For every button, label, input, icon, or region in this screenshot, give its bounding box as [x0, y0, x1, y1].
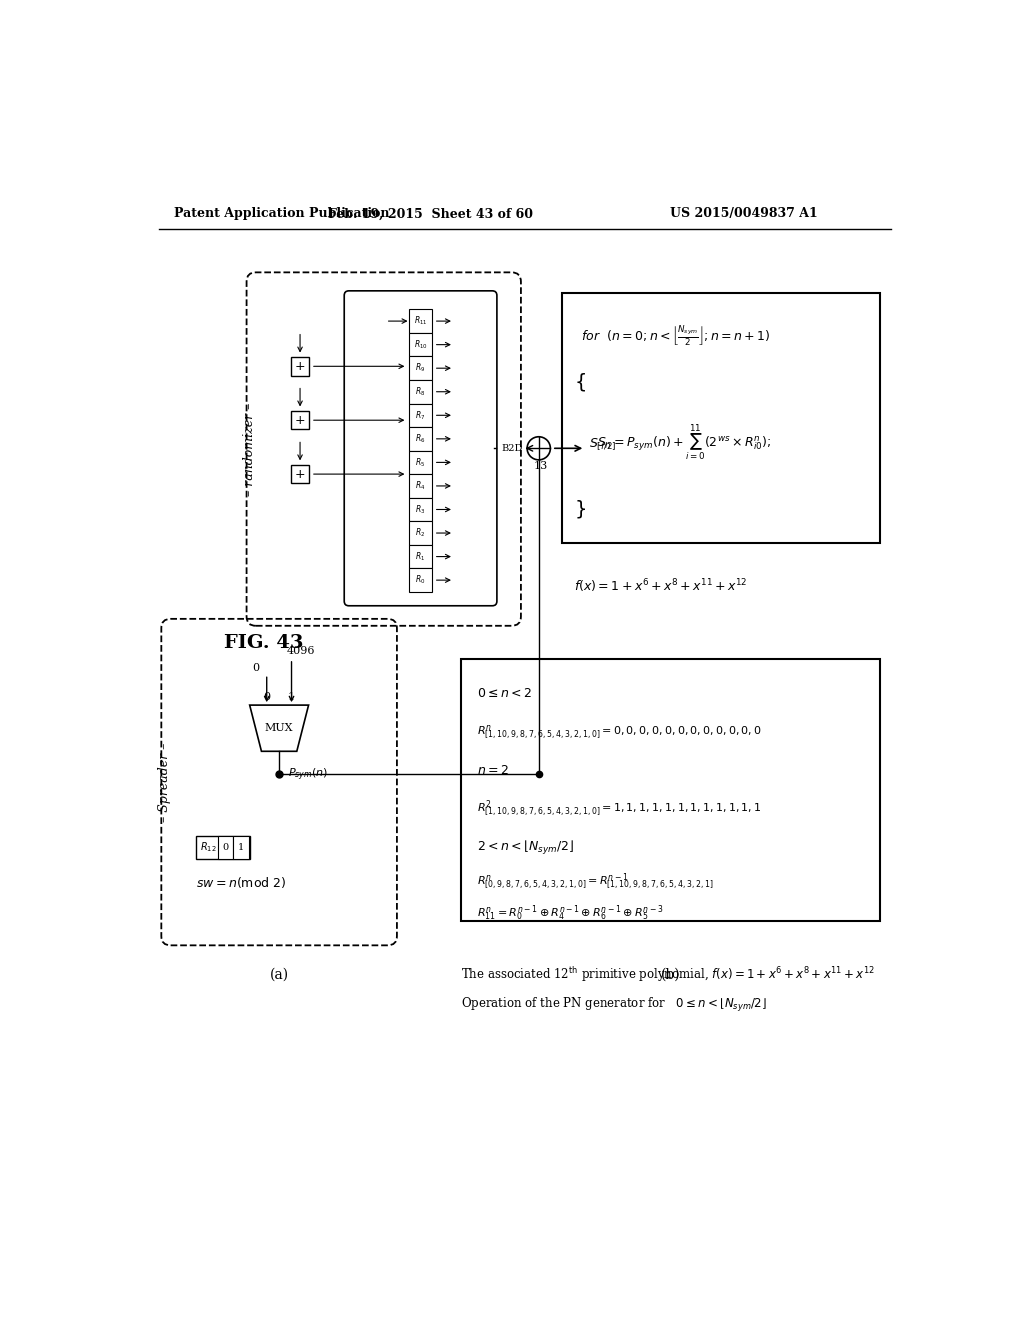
Bar [409, 333, 432, 356]
Text: 13: 13 [534, 461, 548, 471]
Text: $S_{[f/2]}$: $S_{[f/2]}$ [589, 437, 616, 453]
Bar [197, 836, 251, 859]
Bar [409, 428, 432, 450]
Text: The associated 12$^{\rm th}$ primitive polynomial, $f(x)=1+x^6+x^8+x^{11}+x^{12}: The associated 12$^{\rm th}$ primitive p… [461, 965, 876, 983]
Text: – randomizer –: – randomizer – [243, 403, 256, 496]
Bar [409, 545, 432, 569]
Text: $R^n_{[0,9,8,7,6,5,4,3,2,1,0]}=R^{n-1}_{[1,10,9,8,7,6,5,4,3,2,1]}$: $R^n_{[0,9,8,7,6,5,4,3,2,1,0]}=R^{n-1}_{… [477, 873, 714, 892]
Text: $R^n_{11}=R^{n-1}_0\oplus R^{n-1}_4\oplus R^{n-1}_6\oplus R^{n-3}_5$: $R^n_{11}=R^{n-1}_0\oplus R^{n-1}_4\oplu… [477, 903, 664, 923]
Bar [409, 356, 432, 380]
Bar [409, 474, 432, 498]
Text: $sw = n(\mathrm{mod}\ 2)$: $sw = n(\mathrm{mod}\ 2)$ [197, 875, 287, 890]
Text: (a): (a) [269, 968, 289, 982]
Text: $R^2_{[1,10,9,8,7,6,5,4,3,2,1,0]}=1,1,1,1,1,1,1,1,1,1,1,1$: $R^2_{[1,10,9,8,7,6,5,4,3,2,1,0]}=1,1,1,… [477, 799, 762, 820]
Bar [218, 836, 233, 859]
Text: 0: 0 [222, 843, 228, 851]
Text: $\{$: $\{$ [573, 371, 586, 393]
Text: $R_8$: $R_8$ [416, 385, 426, 399]
Text: $\}$: $\}$ [573, 498, 586, 520]
Bar [291, 411, 309, 429]
Text: +: + [295, 360, 305, 372]
FancyBboxPatch shape [344, 290, 497, 606]
Text: Operation of the PN generator for  $\ 0\leq n<\lfloor N_{sym}/2\rfloor$: Operation of the PN generator for $\ 0\l… [461, 997, 767, 1014]
Text: $\mathit{for}\ \ (n=0;n<\left\lfloor\frac{N_{sym}}{2}\right\rfloor;n=n+1)$: $\mathit{for}\ \ (n=0;n<\left\lfloor\fra… [582, 323, 771, 348]
Text: 4096: 4096 [287, 647, 315, 656]
Text: FIG. 43: FIG. 43 [224, 635, 303, 652]
Bar [233, 836, 249, 859]
Text: 1: 1 [288, 693, 295, 702]
Text: +: + [295, 413, 305, 426]
Text: B2D: B2D [501, 444, 522, 453]
Text: $R_6$: $R_6$ [416, 433, 426, 445]
Text: $R_{10}$: $R_{10}$ [414, 338, 427, 351]
Bar [291, 358, 309, 376]
Bar [562, 293, 880, 544]
Circle shape [527, 437, 550, 459]
Bar [409, 521, 432, 545]
Text: $R_{12}$: $R_{12}$ [200, 841, 217, 854]
Text: Feb. 19, 2015  Sheet 43 of 60: Feb. 19, 2015 Sheet 43 of 60 [328, 207, 532, 220]
Text: $S_n=P_{sym}(n)+\sum_{i=0}^{11}(2^{ws}\times R_{i0}^n);$: $S_n=P_{sym}(n)+\sum_{i=0}^{11}(2^{ws}\t… [597, 424, 771, 463]
Text: 0: 0 [252, 663, 259, 673]
Text: 0: 0 [263, 693, 270, 702]
Text: $R_5$: $R_5$ [416, 457, 426, 469]
Polygon shape [250, 705, 308, 751]
Bar [291, 465, 309, 483]
Text: $0\leq n<2$: $0\leq n<2$ [477, 686, 531, 700]
Bar [409, 380, 432, 404]
Text: – Spreader –: – Spreader – [158, 742, 171, 822]
Bar [409, 309, 432, 333]
Text: $f(x)=1+x^6+x^8+x^{11}+x^{12}$: $f(x)=1+x^6+x^8+x^{11}+x^{12}$ [573, 577, 748, 594]
Text: Patent Application Publication: Patent Application Publication [174, 207, 390, 220]
Text: $2<n<\lfloor N_{sym}/2\rfloor$: $2<n<\lfloor N_{sym}/2\rfloor$ [477, 838, 573, 857]
Text: US 2015/0049837 A1: US 2015/0049837 A1 [671, 207, 818, 220]
Text: $R_1$: $R_1$ [416, 550, 426, 562]
Text: $R_9$: $R_9$ [416, 362, 426, 375]
Bar [409, 569, 432, 591]
Text: $R^n_{[1,10,9,8,7,6,5,4,3,2,1,0]}=0,0,0,0,0,0,0,0,0,0,0,0$: $R^n_{[1,10,9,8,7,6,5,4,3,2,1,0]}=0,0,0,… [477, 723, 762, 741]
Bar [461, 659, 880, 921]
Text: $R_7$: $R_7$ [416, 409, 426, 421]
Polygon shape [495, 876, 528, 894]
Text: $R_{11}$: $R_{11}$ [414, 315, 427, 327]
Text: $R_0$: $R_0$ [416, 574, 426, 586]
Text: 1: 1 [238, 843, 245, 851]
Text: $n=2$: $n=2$ [477, 764, 509, 777]
Text: +: + [295, 467, 305, 480]
Bar [409, 404, 432, 428]
Text: $R_2$: $R_2$ [416, 527, 426, 540]
Text: $P_{sym}(n)$: $P_{sym}(n)$ [289, 766, 329, 783]
Bar [409, 498, 432, 521]
Text: $R_3$: $R_3$ [416, 503, 426, 516]
Text: MUX: MUX [265, 723, 293, 733]
Text: (b): (b) [660, 968, 680, 982]
Bar [409, 450, 432, 474]
Text: $R_4$: $R_4$ [416, 479, 426, 492]
